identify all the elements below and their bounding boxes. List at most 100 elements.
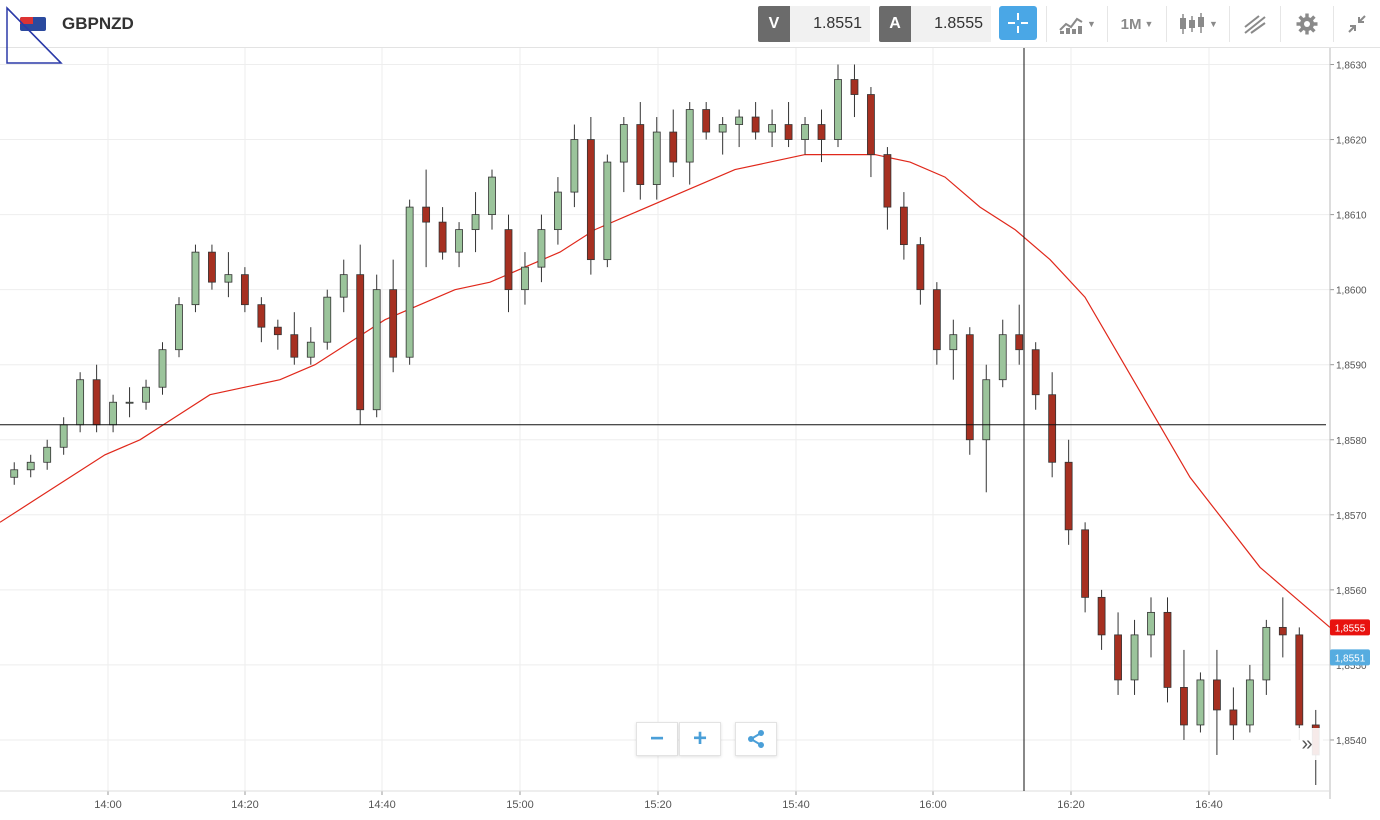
candle-body [339, 274, 348, 298]
candle-body [801, 124, 809, 140]
collapse-button[interactable] [1333, 6, 1380, 42]
double-chevron-right-icon: » [1301, 732, 1313, 755]
candle-body [356, 274, 365, 411]
candle-body [916, 244, 925, 291]
y-tick-label: 1,8600 [1336, 286, 1367, 297]
candle-body [883, 154, 892, 208]
settings-button[interactable] [1280, 6, 1333, 42]
candle-body [224, 274, 233, 283]
candle-body [784, 124, 793, 140]
candle-body [619, 124, 628, 163]
drawing-tool-icon [1244, 15, 1266, 34]
candle-body [1015, 334, 1024, 351]
candle-body [372, 289, 381, 411]
symbol-label[interactable]: GBPNZD [62, 14, 134, 33]
candle-body [290, 334, 299, 358]
candle-body [92, 379, 101, 426]
candle-body [43, 446, 52, 463]
candle-body [208, 251, 216, 283]
drawing-tool-button[interactable] [1229, 6, 1280, 42]
candle-body [455, 229, 463, 253]
candle-body [1213, 679, 1221, 711]
candle-body [1097, 596, 1106, 636]
timeframe-selector[interactable]: 1M ▼ [1107, 6, 1166, 42]
candle-body [998, 334, 1007, 381]
candle-body [257, 304, 266, 328]
candle-body [1278, 626, 1287, 636]
candle-body [932, 289, 941, 351]
candle-body [158, 349, 167, 388]
candle-body [554, 191, 562, 231]
chart-type-button[interactable]: ▼ [1046, 6, 1107, 42]
x-tick-label: 14:00 [94, 799, 122, 811]
y-tick-label: 1,8580 [1336, 436, 1367, 447]
candle-body [570, 139, 579, 193]
candle-body [1048, 394, 1057, 463]
candle-body [768, 124, 776, 133]
candle-body [702, 109, 711, 133]
y-tick-label: 1,8570 [1336, 511, 1367, 522]
x-tick-label: 15:00 [506, 799, 534, 811]
moving-average-line [0, 154, 1331, 628]
bid-price-tag: 1,8551 [1335, 653, 1366, 664]
candle-body [1262, 626, 1271, 681]
candle-body [109, 401, 117, 426]
x-tick-label: 14:40 [368, 799, 396, 811]
price-chart[interactable]: 1,8540 1,8550 1,8560 1,8570 1,8580 1,8590 1,86… [0, 48, 1380, 820]
candle-body [59, 424, 68, 448]
candle-body [191, 251, 200, 306]
buy-price-box[interactable]: A 1.8555 [879, 6, 991, 42]
buy-price: 1.8555 [911, 6, 991, 42]
sell-tag: V [758, 6, 790, 42]
candle-body [142, 386, 150, 403]
candlestick-icon [1180, 13, 1205, 34]
candle-body [422, 206, 431, 223]
y-tick-label: 1,8590 [1336, 361, 1367, 372]
x-tick-label: 15:20 [644, 799, 672, 811]
minus-icon: − [649, 725, 664, 752]
x-tick-label: 16:40 [1195, 799, 1223, 811]
gear-icon [1296, 13, 1318, 35]
candle-body [10, 469, 19, 478]
x-tick-label: 16:20 [1057, 799, 1085, 811]
bid-price-tag-bg [1330, 649, 1370, 666]
ask-price-tag: 1,8555 [1335, 623, 1366, 634]
candle-body [537, 229, 546, 268]
candle-body [1245, 679, 1254, 726]
candle-body [636, 124, 645, 185]
candle-body [273, 326, 282, 336]
crosshair-icon [1008, 13, 1028, 33]
candle-body [76, 379, 85, 426]
y-tick-label: 1,8540 [1336, 736, 1367, 747]
candle-body [685, 109, 694, 163]
y-tick-label: 1,8630 [1336, 61, 1367, 72]
candlestick-button[interactable]: ▼ [1166, 6, 1229, 42]
candle-body [817, 124, 826, 140]
candle-body [1130, 634, 1139, 681]
candle-body [949, 334, 958, 351]
x-tick-label: 15:40 [782, 799, 810, 811]
candle-body [488, 176, 496, 216]
candle-body [652, 131, 661, 185]
candle-body [471, 214, 480, 231]
candle-body [26, 461, 35, 471]
candle-body [1031, 349, 1040, 396]
buy-tag: A [879, 6, 911, 42]
sell-price: 1.8551 [790, 6, 870, 42]
candle-body [735, 116, 744, 125]
zoom-out-button[interactable]: − [636, 722, 678, 756]
candle-body [240, 274, 249, 306]
candle-body [867, 94, 875, 155]
candle-body [389, 289, 398, 358]
corner-triangle-marker [6, 6, 63, 64]
zoom-in-button[interactable]: + [679, 722, 721, 756]
share-button[interactable] [735, 722, 777, 756]
candle-body [751, 116, 760, 133]
scroll-to-latest-button[interactable]: » [1291, 728, 1323, 760]
crosshair-button[interactable] [999, 6, 1037, 40]
share-icon [748, 730, 764, 748]
candle-body [1196, 679, 1205, 726]
candle-body [850, 79, 859, 95]
candle-body [603, 161, 612, 261]
sell-price-box[interactable]: V 1.8551 [758, 6, 870, 42]
